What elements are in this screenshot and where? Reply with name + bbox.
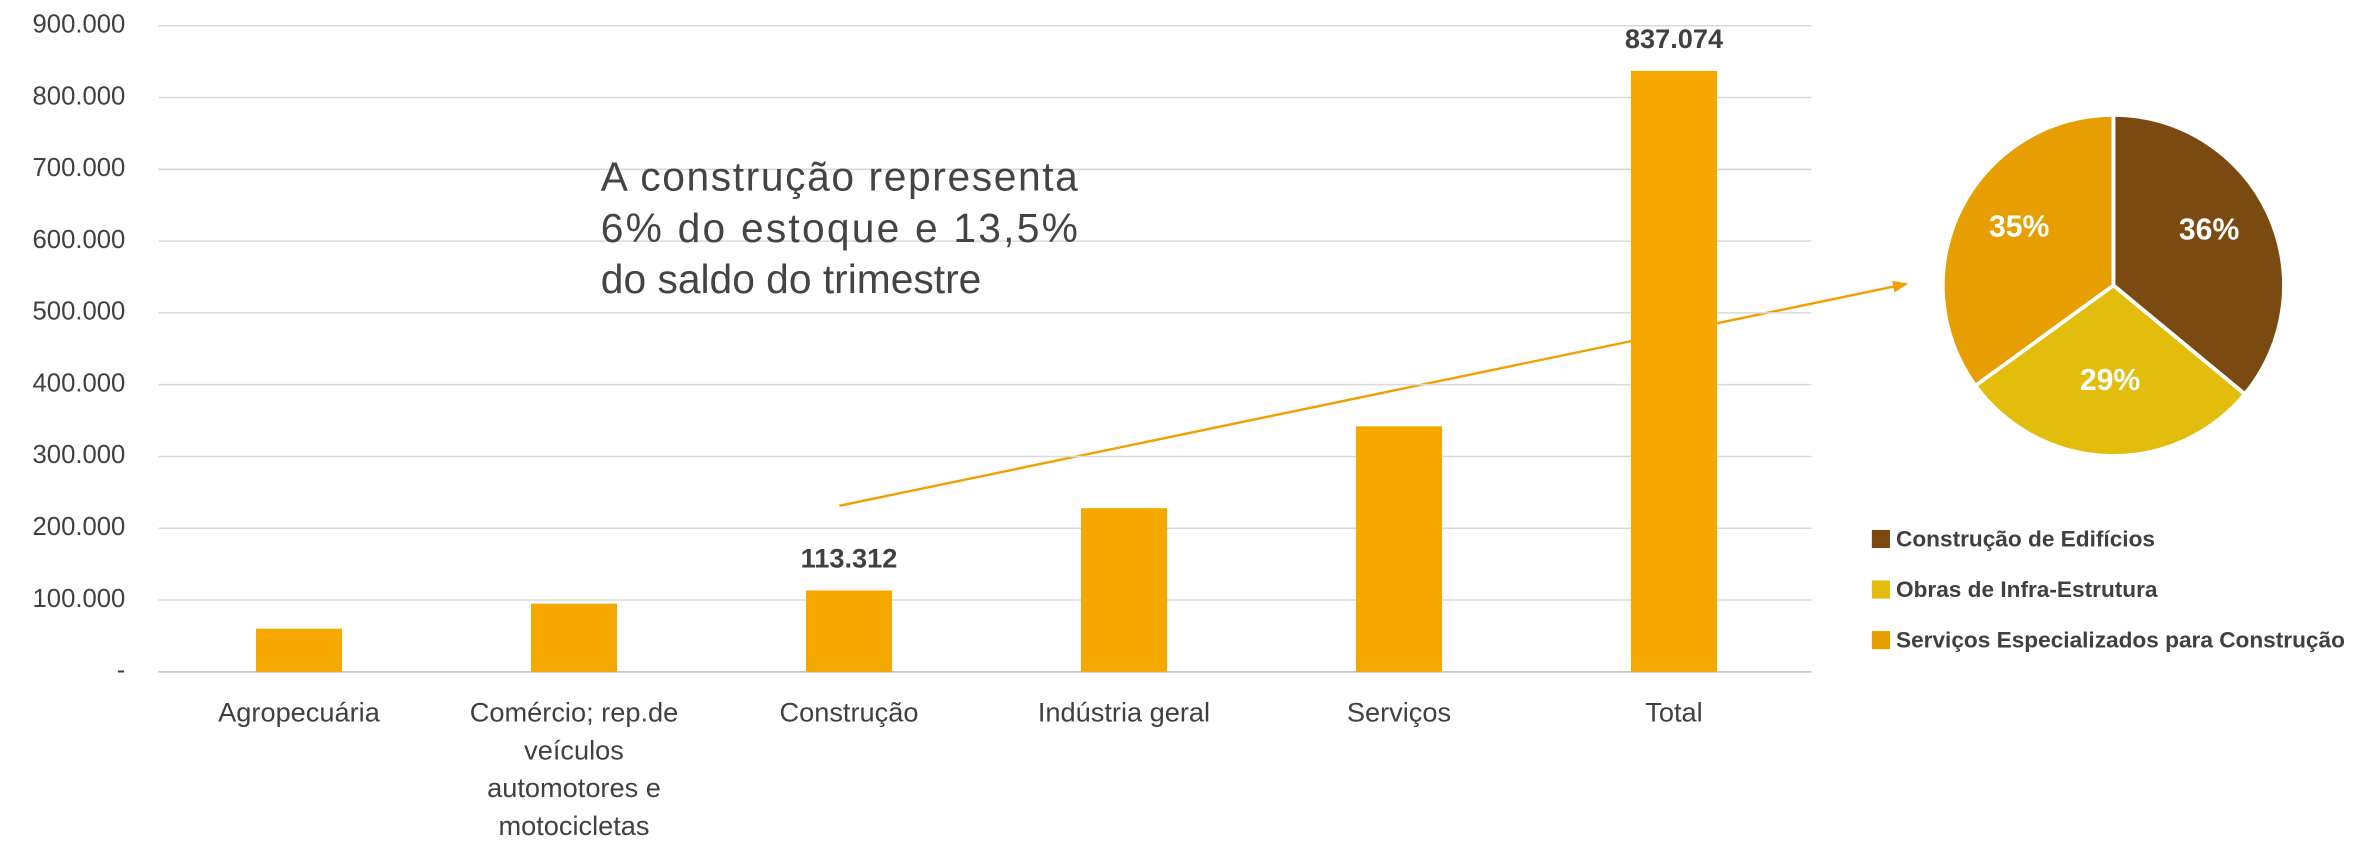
y-tick-label: 900.000 bbox=[33, 11, 126, 39]
legend-swatch bbox=[1871, 631, 1890, 650]
y-tick-label: 100.000 bbox=[33, 585, 126, 613]
y-tick-label: 200.000 bbox=[33, 513, 126, 541]
bar bbox=[805, 590, 893, 672]
legend-label: Serviços Especializados para Construção bbox=[1896, 628, 2345, 653]
pie-label: 36% bbox=[2179, 213, 2240, 246]
legend-label: Obras de Infra-Estrutura bbox=[1896, 577, 2158, 602]
x-tick-label-box: Construção bbox=[779, 697, 919, 728]
legend-swatch bbox=[1871, 580, 1890, 599]
y-tick-label: 700.000 bbox=[33, 154, 126, 182]
x-tick-label-box: Total bbox=[1645, 697, 1703, 728]
x-tick-label-box: Indústria geral bbox=[1037, 697, 1211, 728]
legend-swatch bbox=[1871, 529, 1890, 549]
y-tick-label: - bbox=[117, 657, 126, 685]
value-label: 113.312 bbox=[801, 542, 898, 573]
pie-label: 29% bbox=[2080, 364, 2141, 397]
x-tick-label: Indústria geral bbox=[1037, 697, 1211, 728]
bar bbox=[530, 603, 618, 672]
pie-slice bbox=[1972, 282, 2248, 458]
x-tick-label-box: Agropecuária bbox=[218, 697, 380, 728]
annotation: A construção representa bbox=[601, 153, 1078, 199]
pie-slice bbox=[1940, 112, 2116, 389]
bar bbox=[255, 628, 343, 672]
x-tick-label: Comércio; rep.de veículos automotores e … bbox=[469, 697, 679, 841]
legend-label: Construção de Edifícios bbox=[1896, 526, 2155, 551]
x-tick-label: Agropecuária bbox=[218, 697, 380, 728]
arrow bbox=[839, 280, 1909, 507]
x-tick-label-box: Comércio; rep.de veículos automotores e … bbox=[469, 697, 679, 841]
pie-slice bbox=[2111, 112, 2286, 397]
x-tick-label: Construção bbox=[779, 697, 919, 728]
value-label: 837.074 bbox=[1625, 23, 1723, 54]
x-tick-label: Total bbox=[1645, 697, 1703, 728]
annotation: do saldo do trimestre bbox=[601, 256, 982, 302]
annotation: 6% do estoque e 13,5% bbox=[601, 205, 1078, 251]
x-tick-label: Serviços bbox=[1346, 697, 1452, 728]
pie-label: 35% bbox=[1989, 210, 2050, 243]
x-tick-label-box: Serviços bbox=[1346, 697, 1452, 728]
y-tick-label: 300.000 bbox=[33, 441, 126, 469]
bar bbox=[1080, 508, 1168, 672]
y-tick-label: 800.000 bbox=[33, 82, 126, 110]
y-tick-label: 400.000 bbox=[33, 369, 126, 397]
y-tick-label: 500.000 bbox=[33, 298, 126, 326]
bar bbox=[1630, 70, 1718, 672]
y-tick-label: 600.000 bbox=[33, 226, 126, 254]
bar bbox=[1355, 426, 1443, 672]
